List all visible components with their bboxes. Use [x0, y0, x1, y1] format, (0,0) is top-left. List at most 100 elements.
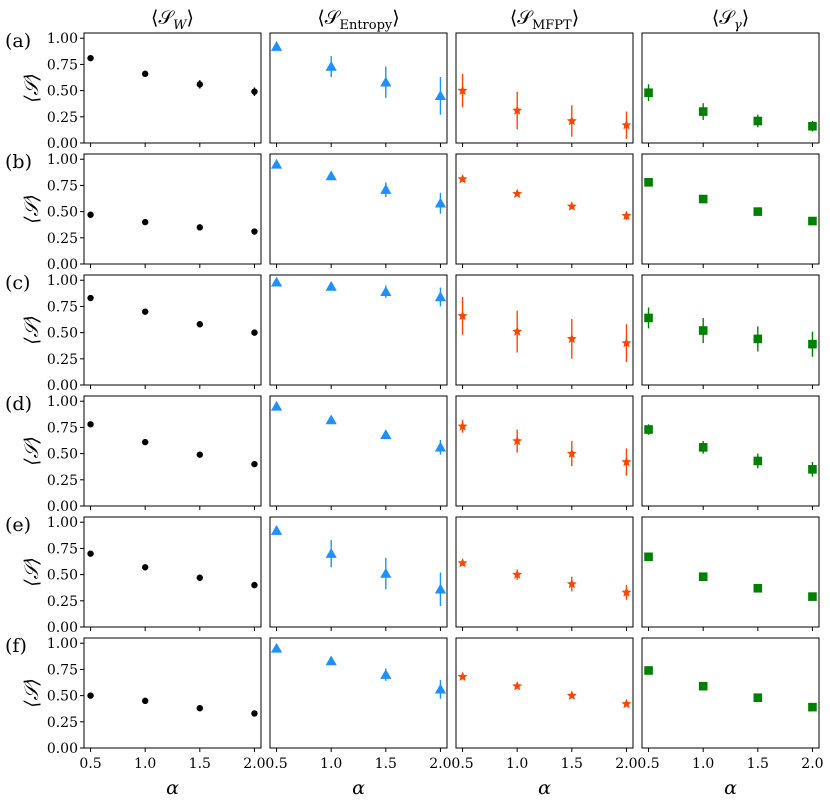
- data-point-5-3-2: [512, 569, 523, 579]
- panel-frame-3-2: [269, 274, 448, 386]
- panel-frame-6-1: [83, 637, 262, 749]
- data-point-1-3-2: [512, 105, 523, 115]
- panel-5-4: [641, 516, 820, 631]
- data-point-6-1-2: [141, 697, 149, 705]
- data-point-2-1-4: [251, 228, 258, 235]
- data-point-2-1-2: [141, 218, 149, 226]
- data-point-6-3-3: [566, 690, 577, 700]
- data-point-4-4-4: [808, 465, 817, 474]
- column-title-1: ⟨𝒮W⟩: [151, 7, 194, 33]
- y-tick-label-row-6-4: 0.75: [47, 662, 78, 678]
- data-point-2-4-4: [808, 216, 817, 226]
- x-axis-label-4: α: [724, 777, 737, 799]
- data-point-2-1-1: [87, 211, 94, 218]
- y-tick-label-row-3-2: 0.25: [47, 352, 78, 368]
- data-point-4-2-3: [380, 429, 392, 439]
- y-tick-label-row-5-4: 0.75: [47, 541, 78, 557]
- data-point-2-3-2: [512, 188, 523, 199]
- data-point-6-1-3: [196, 704, 204, 712]
- panel-frame-2-3: [455, 153, 634, 265]
- x-tick-label-2-1: 0.5: [265, 756, 287, 772]
- panel-frame-5-3: [455, 516, 634, 628]
- data-point-2-2-3: [380, 184, 392, 194]
- panel-frame-3-4: [641, 274, 820, 386]
- panel-frame-6-4: [641, 637, 820, 749]
- y-tick-label-row-2-2: 0.25: [47, 231, 78, 247]
- data-point-1-2-2: [325, 60, 337, 71]
- data-point-3-4-3: [753, 334, 763, 344]
- y-tick-label-row-4-3: 0.50: [47, 447, 78, 463]
- panel-2-1: [83, 153, 262, 268]
- x-tick-label-3-1: 0.5: [451, 756, 473, 772]
- data-point-3-2-4: [434, 291, 447, 302]
- x-tick-label-4-1: 0.5: [637, 756, 659, 772]
- y-tick-label-row-1-3: 0.50: [47, 84, 78, 100]
- panel-6-4: [641, 637, 820, 752]
- data-point-1-2-3: [380, 76, 392, 87]
- y-tick-label-row-1-5: 1.00: [47, 31, 78, 47]
- panel-1-1: [83, 32, 262, 147]
- y-tick-label-row-1-4: 0.75: [47, 57, 78, 73]
- data-point-1-4-2: [698, 107, 708, 116]
- y-axis-label-row-4: ⟨𝒮⟩: [21, 436, 43, 466]
- panel-frame-4-4: [641, 395, 820, 507]
- x-axis-label-3: α: [538, 777, 551, 799]
- row-label-1: (a): [5, 30, 31, 52]
- data-point-6-2-1: [270, 642, 283, 653]
- panel-5-1: [83, 516, 262, 631]
- y-tick-label-row-1-1: 0.00: [47, 136, 78, 152]
- data-point-6-4-4: [808, 702, 817, 712]
- panel-frame-1-3: [455, 32, 634, 144]
- x-tick-label-2-4: 2.0: [429, 756, 451, 772]
- x-tick-label-2-2: 1.0: [320, 756, 342, 772]
- panel-frame-2-2: [269, 153, 448, 265]
- x-tick-label-1-1: 0.5: [79, 756, 101, 772]
- data-point-3-4-1: [644, 313, 653, 323]
- data-point-5-1-4: [251, 581, 258, 589]
- data-point-4-2-1: [270, 400, 283, 411]
- y-tick-label-row-5-2: 0.25: [47, 594, 78, 610]
- panel-frame-4-3: [455, 395, 634, 507]
- data-point-1-1-4: [251, 88, 258, 95]
- panel-1-3: [455, 32, 634, 147]
- column-title-4: ⟨𝒮γ⟩: [712, 7, 749, 33]
- data-point-1-3-3: [566, 115, 577, 126]
- x-tick-label-1-2: 1.0: [134, 756, 156, 772]
- y-tick-label-row-2-3: 0.50: [47, 205, 78, 221]
- x-tick-label-3-2: 1.0: [506, 756, 528, 772]
- y-tick-label-row-6-3: 0.50: [47, 689, 78, 705]
- data-point-6-3-2: [512, 680, 523, 691]
- data-point-6-1-1: [87, 692, 94, 699]
- data-point-5-3-1: [457, 557, 468, 568]
- data-point-1-3-4: [621, 119, 632, 130]
- data-point-4-4-1: [644, 425, 653, 434]
- data-point-4-3-1: [457, 421, 468, 431]
- y-tick-label-row-2-5: 1.00: [47, 152, 78, 168]
- data-point-6-3-1: [457, 671, 468, 681]
- data-point-5-2-2: [325, 548, 337, 558]
- data-point-6-2-3: [380, 669, 392, 679]
- panel-2-2: [269, 153, 448, 268]
- y-tick-label-row-2-4: 0.75: [47, 178, 78, 194]
- data-point-4-2-4: [434, 441, 447, 452]
- y-axis-label-row-5: ⟨𝒮⟩: [21, 557, 43, 587]
- data-point-6-1-4: [251, 710, 258, 717]
- data-point-1-4-3: [753, 116, 763, 126]
- panel-frame-5-2: [269, 516, 448, 628]
- row-label-6: (f): [5, 635, 27, 657]
- data-point-5-1-3: [196, 574, 204, 581]
- y-tick-label-row-4-4: 0.75: [47, 420, 78, 436]
- data-point-3-3-1: [457, 310, 468, 321]
- x-tick-label-2-3: 1.5: [375, 756, 397, 772]
- data-point-2-3-1: [457, 173, 468, 184]
- panel-frame-2-4: [641, 153, 820, 265]
- data-point-4-3-4: [621, 456, 632, 467]
- row-label-2: (b): [5, 151, 32, 173]
- panel-frame-1-1: [83, 32, 262, 144]
- data-point-2-1-3: [196, 224, 204, 231]
- data-point-4-1-4: [251, 460, 258, 468]
- data-point-2-3-4: [621, 210, 632, 221]
- data-point-2-4-3: [753, 207, 763, 216]
- data-point-2-2-2: [325, 170, 337, 181]
- panel-frame-6-2: [269, 637, 448, 749]
